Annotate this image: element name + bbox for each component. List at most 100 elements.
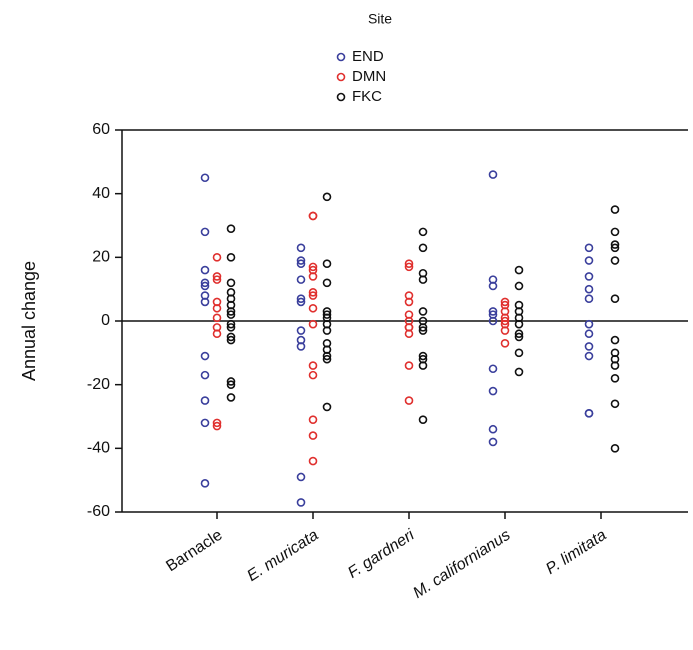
point <box>308 211 318 221</box>
point <box>200 173 210 183</box>
point <box>308 456 318 466</box>
point <box>226 310 236 319</box>
point <box>404 361 414 370</box>
point <box>296 472 306 482</box>
y-tick-label: -40 <box>87 440 110 457</box>
point <box>226 253 236 262</box>
point <box>514 265 524 275</box>
point <box>226 380 236 389</box>
point <box>584 319 594 329</box>
point <box>226 278 236 288</box>
point <box>296 297 306 307</box>
point <box>212 272 222 281</box>
point <box>308 319 318 329</box>
legend-label: DMN <box>352 68 386 85</box>
point <box>488 316 498 326</box>
point <box>226 224 236 233</box>
point <box>200 265 210 275</box>
point <box>212 418 222 428</box>
point <box>212 275 222 284</box>
point <box>418 275 428 284</box>
point <box>610 294 620 304</box>
point <box>308 431 318 440</box>
point <box>500 338 510 348</box>
point <box>584 342 594 351</box>
point <box>296 259 306 269</box>
point <box>296 326 306 335</box>
point <box>514 329 524 339</box>
point <box>488 307 498 316</box>
point <box>584 243 594 253</box>
point <box>200 351 210 361</box>
point <box>610 361 620 370</box>
point <box>418 243 428 253</box>
point <box>610 243 620 253</box>
point <box>212 313 222 323</box>
point <box>322 259 332 269</box>
point <box>418 361 428 370</box>
point <box>322 351 332 361</box>
legend-marker <box>336 72 346 82</box>
point <box>610 399 620 409</box>
point <box>212 421 222 431</box>
point <box>296 498 306 507</box>
point <box>322 354 332 364</box>
point <box>584 294 594 304</box>
point <box>404 259 414 269</box>
point <box>226 323 236 332</box>
point <box>200 227 210 237</box>
point <box>212 303 222 313</box>
point <box>418 227 428 237</box>
point <box>296 256 306 265</box>
point <box>404 329 414 339</box>
x-tick-label: M. californianus <box>410 527 513 602</box>
point <box>308 415 318 424</box>
point <box>610 444 620 453</box>
point <box>418 326 428 335</box>
point <box>322 402 332 412</box>
y-tick-label: 20 <box>92 249 110 266</box>
point <box>226 319 236 329</box>
point <box>200 278 210 288</box>
point <box>418 415 428 424</box>
point <box>500 316 510 326</box>
point <box>226 335 236 345</box>
legend-label: END <box>352 48 384 65</box>
point <box>322 278 332 288</box>
point <box>404 262 414 272</box>
point <box>488 281 498 291</box>
legend-marker <box>336 92 346 102</box>
point <box>610 205 620 214</box>
point <box>584 329 594 339</box>
point <box>226 307 236 316</box>
point <box>226 393 236 402</box>
x-tick-label: Barnacle <box>163 527 225 576</box>
point <box>200 396 210 405</box>
point <box>610 227 620 237</box>
point <box>488 437 498 447</box>
point <box>200 297 210 307</box>
point <box>308 291 318 300</box>
y-tick-label: -60 <box>87 503 110 520</box>
point <box>514 367 524 377</box>
point <box>500 326 510 335</box>
point <box>212 329 222 339</box>
y-axis-label: Annual change <box>19 261 39 381</box>
legend-marker <box>336 52 346 62</box>
point <box>514 281 524 291</box>
point <box>488 424 498 434</box>
point <box>308 303 318 313</box>
point <box>610 373 620 383</box>
point <box>514 332 524 342</box>
point <box>610 240 620 249</box>
point <box>514 348 524 358</box>
point <box>296 243 306 253</box>
x-tick-label: E. muricata <box>244 527 321 585</box>
y-tick-label: 40 <box>92 185 110 202</box>
point <box>226 377 236 386</box>
point <box>500 297 510 307</box>
point <box>488 386 498 396</box>
point <box>212 253 222 262</box>
